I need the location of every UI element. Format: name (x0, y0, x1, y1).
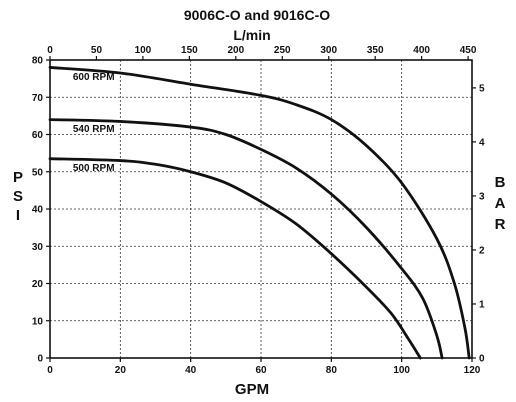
right-tick-label: 2 (479, 245, 485, 256)
right-tick-label: 0 (479, 354, 485, 365)
top-tick-label: 200 (227, 45, 244, 56)
series-label: 500 RPM (73, 163, 115, 174)
side-labels: PSI BAR (13, 169, 506, 233)
bottom-tick-label: 20 (115, 365, 127, 376)
grid-layer (50, 60, 472, 358)
right-axis-label-letter: R (495, 216, 506, 233)
series-label: 540 RPM (73, 124, 115, 135)
bottom-tick-label: 0 (47, 365, 53, 376)
chart-title: 9006C-O and 9016C-O (184, 7, 330, 23)
top-tick-label: 0 (47, 45, 53, 56)
top-tick-label: 50 (91, 45, 103, 56)
bottom-axis-label: GPM (235, 381, 269, 398)
right-tick-label: 1 (479, 299, 485, 310)
left-tick-label: 40 (32, 205, 44, 216)
left-tick-label: 0 (37, 354, 43, 365)
left-tick-label: 30 (32, 242, 44, 253)
series-curve (48, 66, 471, 360)
left-tick-label: 80 (32, 56, 44, 67)
top-tick-label: 150 (181, 45, 198, 56)
left-tick-label: 70 (32, 93, 44, 104)
bottom-tick-label: 60 (255, 365, 267, 376)
bottom-tick-label: 100 (393, 365, 410, 376)
left-axis-label-letter: I (16, 207, 20, 224)
left-tick-label: 20 (32, 279, 44, 290)
left-tick-label: 60 (32, 130, 44, 141)
left-tick-label: 50 (32, 167, 44, 178)
right-tick-label: 3 (479, 191, 485, 202)
top-tick-label: 100 (135, 45, 152, 56)
bottom-tick-label: 120 (464, 365, 481, 376)
right-tick-label: 5 (479, 83, 485, 94)
right-tick-label: 4 (479, 137, 485, 148)
left-axis-label-letter: P (13, 169, 23, 186)
plot-frame (49, 59, 473, 359)
series-curve (48, 118, 444, 360)
top-axis-label: L/min (233, 27, 270, 43)
left-tick-label: 10 (32, 316, 44, 327)
bottom-tick-label: 40 (185, 365, 197, 376)
bottom-tick-label: 80 (326, 365, 338, 376)
series-label: 600 RPM (73, 72, 115, 83)
right-axis-label-letter: A (495, 195, 506, 212)
curves-layer: 600 RPM 540 RPM 500 RPM (48, 66, 471, 360)
right-axis-label-letter: B (495, 174, 506, 191)
top-tick-label: 450 (460, 45, 477, 56)
top-tick-label: 350 (367, 45, 384, 56)
top-tick-label: 250 (274, 45, 291, 56)
series-curve (48, 157, 422, 360)
top-tick-label: 300 (320, 45, 337, 56)
left-axis-label-letter: S (13, 188, 23, 205)
top-tick-label: 400 (413, 45, 430, 56)
